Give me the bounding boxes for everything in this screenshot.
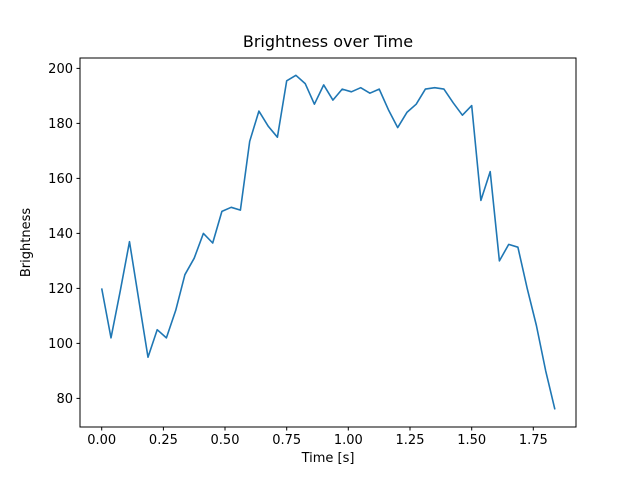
y-tick-label: 180: [48, 117, 73, 132]
y-tick-label: 120: [48, 282, 73, 297]
x-tick-label: 0.00: [87, 433, 116, 448]
plot-area: [79, 57, 577, 428]
y-tick-label: 200: [48, 62, 73, 77]
y-axis-label: Brightness: [19, 208, 34, 277]
y-tick-label: 100: [48, 337, 73, 352]
x-tick-label: 1.75: [519, 433, 548, 448]
chart-title: Brightness over Time: [243, 32, 413, 51]
brightness-line: [100, 74, 556, 410]
axis-ticks: 0.00 0.25 0.50 0.75 1.00 1.25 1.50 1.75 80 100 120…: [48, 62, 548, 448]
x-axis-label: Time [s]: [301, 451, 355, 466]
x-tick-label: 0.25: [149, 433, 178, 448]
y-tick-label: 140: [48, 227, 73, 242]
y-tick-label: 160: [48, 172, 73, 187]
x-tick-label: 1.25: [396, 433, 425, 448]
x-tick-label: 1.50: [457, 433, 486, 448]
x-tick-label: 0.75: [272, 433, 301, 448]
y-tick-label: 80: [56, 392, 73, 407]
x-tick-label: 0.50: [211, 433, 240, 448]
x-tick-label: 1.00: [334, 433, 363, 448]
